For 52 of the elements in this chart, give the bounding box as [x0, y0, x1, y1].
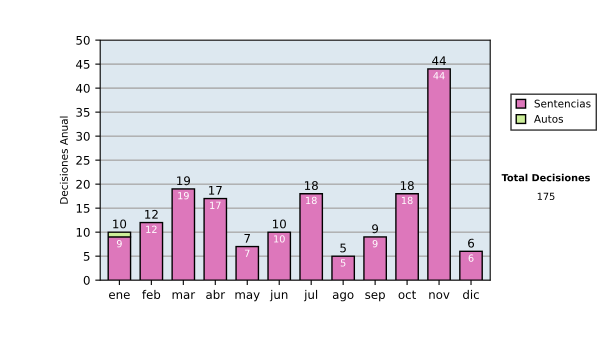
data-label: 5 [340, 259, 346, 267]
x-tick-label: ene [109, 292, 130, 300]
total-label: 18 [400, 181, 414, 190]
y-tick-label: 50 [76, 36, 90, 45]
x-tick-label: nov [429, 292, 450, 300]
data-label: 10 [274, 235, 285, 243]
x-tick-label: jul [304, 290, 318, 302]
x-tick-label: sep [365, 292, 385, 302]
data-label: 12 [146, 226, 157, 233]
data-label: 18 [402, 196, 413, 204]
data-label: 44 [433, 72, 445, 80]
text: 175 [538, 192, 554, 200]
total-label: 10 [273, 219, 286, 228]
x-tick-label: feb [142, 290, 160, 300]
total-label: 9 [372, 224, 378, 234]
x-tick-label: mar [172, 292, 196, 300]
y-tick-label: 0 [84, 276, 90, 285]
x-tick-label: abr [206, 290, 226, 300]
x-tick-label: may [235, 292, 260, 302]
y-axis-title: Decisiones Anual [60, 116, 68, 204]
total-label: 44 [432, 56, 446, 66]
x-tick-label: oct [398, 290, 416, 300]
total-label: 7 [244, 234, 250, 243]
data-label: 19 [178, 192, 189, 200]
y-tick-label: 20 [76, 180, 90, 189]
text: Total Decisiones [502, 174, 590, 182]
data-label: 17 [210, 202, 221, 209]
data-label: 18 [306, 196, 317, 204]
total-label: 17 [209, 186, 222, 195]
x-tick-label: dic [463, 290, 479, 300]
total-label: 10 [113, 219, 126, 228]
legend-label: Sentencias [534, 99, 591, 108]
y-tick-label: 35 [76, 108, 90, 117]
total-label: 18 [304, 181, 318, 190]
legend-label: Autos [534, 115, 564, 123]
y-tick-label: 5 [84, 252, 90, 261]
data-label: 9 [116, 240, 122, 248]
data-label: 6 [468, 254, 474, 262]
y-tick-label: 10 [76, 228, 90, 237]
total-label: 19 [177, 176, 190, 186]
y-tick-label: 25 [76, 156, 90, 165]
y-tick-label: 15 [76, 204, 90, 213]
data-label: 9 [372, 240, 378, 248]
data-label: 7 [244, 250, 250, 257]
y-tick-label: 40 [76, 84, 90, 93]
total-label: 6 [468, 238, 474, 248]
y-tick-label: 45 [76, 60, 90, 69]
total-label: 12 [145, 210, 158, 219]
y-tick-label: 30 [76, 132, 90, 141]
x-tick-label: ago [332, 292, 354, 302]
x-tick-label: jun [270, 290, 288, 302]
total-label: 5 [340, 244, 346, 252]
